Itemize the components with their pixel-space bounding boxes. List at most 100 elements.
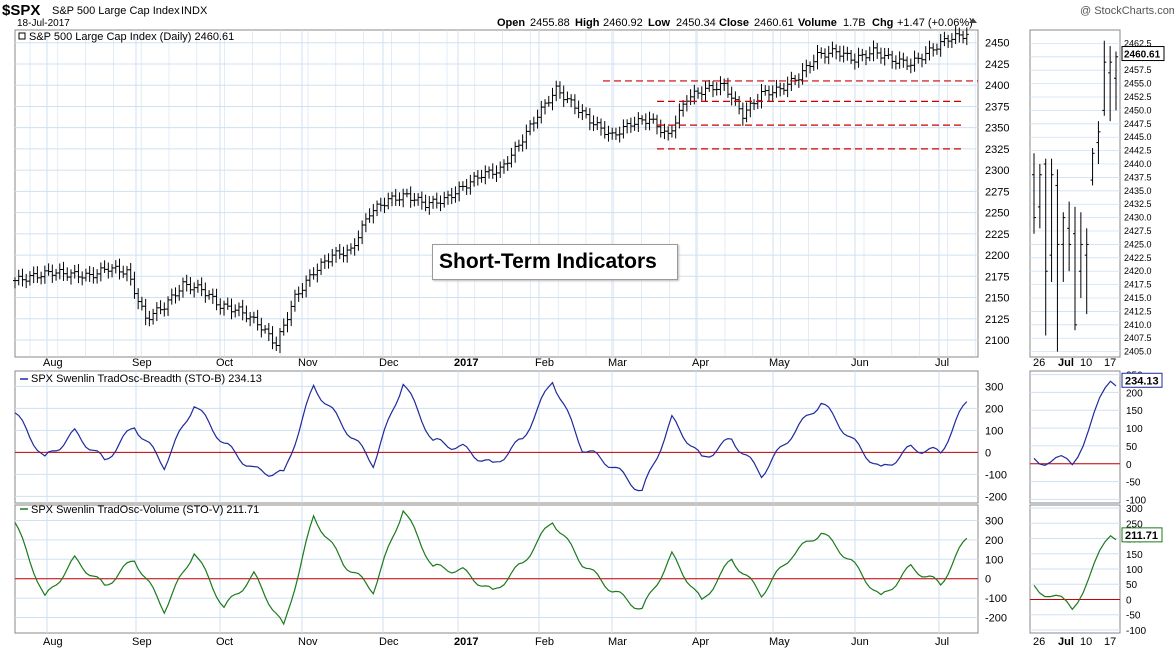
inset-tick-label: 100 bbox=[1126, 424, 1143, 435]
price-bar bbox=[669, 125, 674, 138]
month-label: Nov bbox=[298, 357, 318, 369]
price-bar bbox=[13, 277, 17, 289]
price-bar bbox=[218, 298, 223, 315]
breadth-pane-title: SPX Swenlin TradOsc-Breadth (STO-B) 234.… bbox=[31, 373, 262, 385]
credit: @ StockCharts.com bbox=[1080, 5, 1174, 17]
inset-price-tick: 2462.5 bbox=[1124, 38, 1152, 48]
price-bar bbox=[584, 107, 589, 119]
price-bar bbox=[740, 102, 745, 126]
price-bar bbox=[330, 248, 335, 267]
price-bar bbox=[431, 195, 436, 209]
price-bar bbox=[188, 277, 193, 295]
price-bar bbox=[528, 120, 533, 136]
price-bar bbox=[501, 159, 506, 174]
price-bar bbox=[292, 289, 297, 312]
price-bar bbox=[572, 94, 577, 115]
inset-price-bar bbox=[1114, 51, 1118, 111]
price-bar bbox=[625, 119, 630, 134]
price-bar bbox=[319, 258, 324, 276]
price-bar bbox=[326, 253, 331, 269]
price-bar bbox=[199, 277, 204, 297]
inset-price-bar bbox=[1055, 169, 1060, 352]
price-bar bbox=[961, 30, 966, 44]
axis-labels: Aug Aug Sep Sep Oct Oct Nov Nov Dec Dec 2017 2017 Fe… bbox=[43, 38, 1165, 648]
price-bar bbox=[681, 100, 686, 117]
price-bar bbox=[263, 324, 268, 334]
inset-price-bar bbox=[1067, 201, 1072, 272]
price-tick-label: 2200 bbox=[985, 250, 1009, 262]
price-bar bbox=[91, 267, 96, 284]
price-bar bbox=[599, 118, 604, 136]
price-bar bbox=[210, 288, 215, 304]
price-bar bbox=[367, 208, 372, 223]
inset-price-bar bbox=[1108, 46, 1113, 122]
month-label: Dec bbox=[379, 636, 399, 648]
inset-pane-frame-1 bbox=[1029, 370, 1121, 504]
price-bar bbox=[770, 85, 775, 102]
inset-date-label: 17 bbox=[1104, 636, 1116, 648]
price-bar bbox=[651, 113, 656, 124]
price-bar bbox=[151, 308, 156, 325]
price-bar bbox=[315, 263, 320, 283]
osc-tick-label: 0 bbox=[985, 447, 991, 459]
price-legend-icon bbox=[18, 32, 26, 40]
price-bar bbox=[113, 260, 118, 274]
price-bar bbox=[766, 85, 771, 102]
price-bar bbox=[479, 169, 484, 183]
inset-price-bar bbox=[1049, 158, 1054, 282]
price-bar bbox=[923, 46, 928, 65]
price-bar bbox=[307, 269, 312, 287]
inset-price-tick: 2412.5 bbox=[1124, 306, 1152, 316]
price-bar bbox=[957, 27, 962, 43]
price-bar bbox=[386, 192, 391, 210]
inset-price-tick: 2452.5 bbox=[1124, 92, 1152, 102]
inset-price-bar bbox=[1090, 147, 1095, 186]
inset-date-label: 17 bbox=[1104, 357, 1116, 369]
price-bar bbox=[102, 260, 107, 273]
inset-tick-label: 150 bbox=[1126, 406, 1143, 417]
price-bar bbox=[95, 269, 100, 284]
month-label: 2017 bbox=[454, 636, 478, 648]
price-bar bbox=[158, 300, 163, 315]
price-bar bbox=[72, 264, 77, 279]
price-bar bbox=[487, 166, 492, 179]
inset-date-label: 10 bbox=[1080, 357, 1092, 369]
price-tick-label: 2150 bbox=[985, 293, 1009, 305]
inset-price-bar bbox=[1043, 158, 1048, 336]
price-bar bbox=[949, 33, 954, 48]
price-bar bbox=[901, 52, 906, 68]
price-bar bbox=[404, 188, 409, 198]
price-bar bbox=[520, 134, 525, 152]
price-bar bbox=[274, 336, 279, 352]
price-bar bbox=[606, 125, 611, 142]
price-bar bbox=[931, 43, 936, 57]
collapse-arrow-icon[interactable] bbox=[969, 18, 977, 23]
price-bar bbox=[942, 31, 947, 47]
price-bar bbox=[110, 264, 115, 278]
price-bar bbox=[348, 243, 353, 255]
price-bar bbox=[852, 53, 857, 70]
inset-tick-label: 0 bbox=[1126, 595, 1132, 606]
price-bar bbox=[647, 111, 652, 131]
chart-date: 18-Jul-2017 bbox=[17, 18, 70, 29]
price-bar bbox=[531, 116, 536, 132]
price-bar bbox=[472, 172, 477, 187]
price-bar bbox=[233, 304, 238, 318]
inset-tick-label: 50 bbox=[1126, 580, 1138, 591]
price-bar bbox=[643, 113, 648, 131]
osc-tick-label: 300 bbox=[985, 516, 1003, 528]
osc-tick-label: -200 bbox=[985, 491, 1007, 503]
inset-price-tick: 2440.0 bbox=[1124, 159, 1152, 169]
inset-tick-label: 150 bbox=[1126, 550, 1143, 561]
price-tick-label: 2375 bbox=[985, 101, 1009, 113]
price-tick-label: 2325 bbox=[985, 144, 1009, 156]
price-bar bbox=[554, 80, 559, 102]
price-bar bbox=[304, 275, 309, 298]
price-bar bbox=[334, 246, 338, 263]
price-bar bbox=[684, 95, 689, 112]
price-bar bbox=[494, 165, 499, 182]
price-bar bbox=[774, 79, 779, 98]
price-bar bbox=[569, 94, 574, 108]
price-bar bbox=[311, 267, 316, 280]
